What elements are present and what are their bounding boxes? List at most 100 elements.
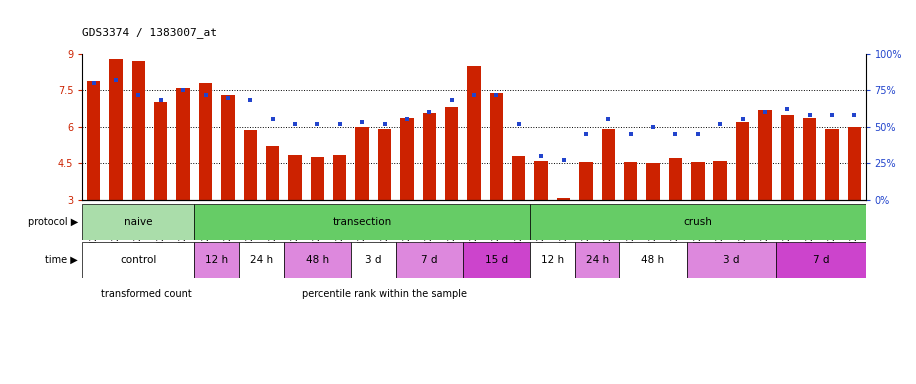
Bar [445,107,458,200]
Bar [82,204,194,240]
Point [399,116,414,122]
Bar [714,161,727,200]
Point [176,87,191,93]
Bar [422,113,436,200]
Bar [467,66,481,200]
Text: protocol ▶: protocol ▶ [27,217,78,227]
Bar [847,127,861,200]
Bar [647,163,660,200]
Bar [239,242,284,278]
Bar [154,103,168,200]
Bar [82,242,194,278]
Point [333,121,347,127]
Text: transection: transection [333,217,392,227]
Point [266,116,280,122]
Text: 12 h: 12 h [205,255,228,265]
Text: 48 h: 48 h [641,255,665,265]
Point [489,91,504,98]
Point [377,121,392,127]
Bar [687,242,776,278]
Point [624,131,638,137]
Bar [758,110,771,200]
Bar [602,129,615,200]
Text: 15 d: 15 d [485,255,508,265]
Bar [490,93,503,200]
Text: 7 d: 7 d [421,255,438,265]
Text: time ▶: time ▶ [45,255,78,265]
Text: transformed count: transformed count [101,289,191,299]
Point [131,91,146,98]
Point [534,153,549,159]
Point [847,112,862,118]
Bar [574,242,619,278]
Point [758,109,772,115]
Point [243,98,257,104]
Point [310,121,324,127]
Point [601,116,616,122]
Bar [579,162,593,200]
Point [691,131,705,137]
Point [444,98,459,104]
Bar [619,242,687,278]
Text: 3 d: 3 d [723,255,739,265]
Bar [194,204,530,240]
Bar [289,155,301,200]
Point [713,121,727,127]
Point [198,91,213,98]
Point [354,119,369,126]
Point [780,106,795,112]
Text: 7 d: 7 d [812,255,829,265]
Bar [351,242,396,278]
Point [824,112,839,118]
Bar [132,61,145,200]
Bar [530,204,866,240]
Point [579,131,594,137]
Text: 12 h: 12 h [540,255,564,265]
Bar [534,161,548,200]
Bar [109,59,123,200]
Point [422,109,437,115]
Bar [463,242,530,278]
Bar [266,146,279,200]
Bar [825,129,839,200]
Bar [396,242,463,278]
Point [736,116,750,122]
Bar [512,156,526,200]
Point [646,124,660,130]
Bar [311,157,324,200]
Text: 48 h: 48 h [306,255,329,265]
Point [668,131,682,137]
Bar [221,95,234,200]
Bar [177,88,190,200]
Text: naive: naive [125,217,153,227]
Bar [736,122,749,200]
Point [221,94,235,101]
Bar [355,127,369,200]
Text: 24 h: 24 h [250,255,273,265]
Bar [776,242,866,278]
Point [288,121,302,127]
Bar [333,155,346,200]
Point [109,77,124,83]
Bar [780,114,794,200]
Text: GDS3374 / 1383007_at: GDS3374 / 1383007_at [82,28,217,38]
Bar [803,118,816,200]
Bar [669,158,682,200]
Point [466,91,482,98]
Bar [557,199,571,200]
Point [802,112,817,118]
Bar [400,118,414,200]
Bar [530,242,574,278]
Text: control: control [120,255,157,265]
Bar [244,131,257,200]
Point [153,98,169,104]
Point [556,157,571,163]
Text: 3 d: 3 d [365,255,382,265]
Text: 24 h: 24 h [585,255,608,265]
Bar [194,242,239,278]
Text: crush: crush [683,217,713,227]
Bar [691,162,704,200]
Bar [624,162,638,200]
Bar [199,83,213,200]
Bar [87,81,101,200]
